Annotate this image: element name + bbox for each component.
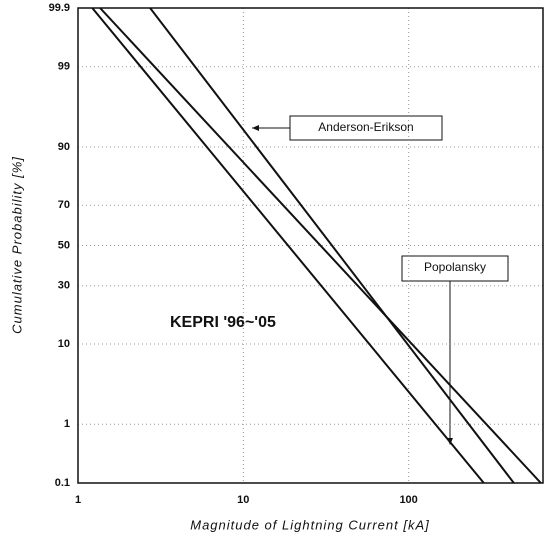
y-tick-label: 99	[58, 61, 70, 73]
series-line	[99, 8, 542, 483]
y-tick-label: 0.1	[55, 477, 70, 489]
x-tick-label: 100	[399, 494, 417, 506]
annotation-box	[401, 255, 509, 282]
y-tick-label: 1	[64, 418, 70, 430]
x-tick-label: 1	[75, 494, 81, 506]
y-tick-label: 90	[58, 141, 70, 153]
arrowhead	[252, 125, 259, 131]
y-tick-label: 30	[58, 280, 70, 292]
x-axis-label: Magnitude of Lightning Current [kA]	[190, 517, 430, 532]
annotation: Popolansky	[424, 260, 486, 274]
plot-frame	[77, 7, 544, 484]
x-tick-label: 10	[237, 494, 249, 506]
series-line	[91, 8, 485, 483]
series-line	[149, 8, 515, 483]
y-tick-label: 50	[58, 239, 70, 251]
y-tick-label: 10	[58, 338, 70, 350]
y-tick-label: 99.9	[49, 2, 70, 14]
y-axis-label: Cumulative Probability [%]	[9, 156, 24, 334]
annotation: Anderson-Erikson	[318, 120, 413, 134]
y-tick-label: 70	[58, 199, 70, 211]
annotation: KEPRI '96~'05	[170, 314, 276, 331]
